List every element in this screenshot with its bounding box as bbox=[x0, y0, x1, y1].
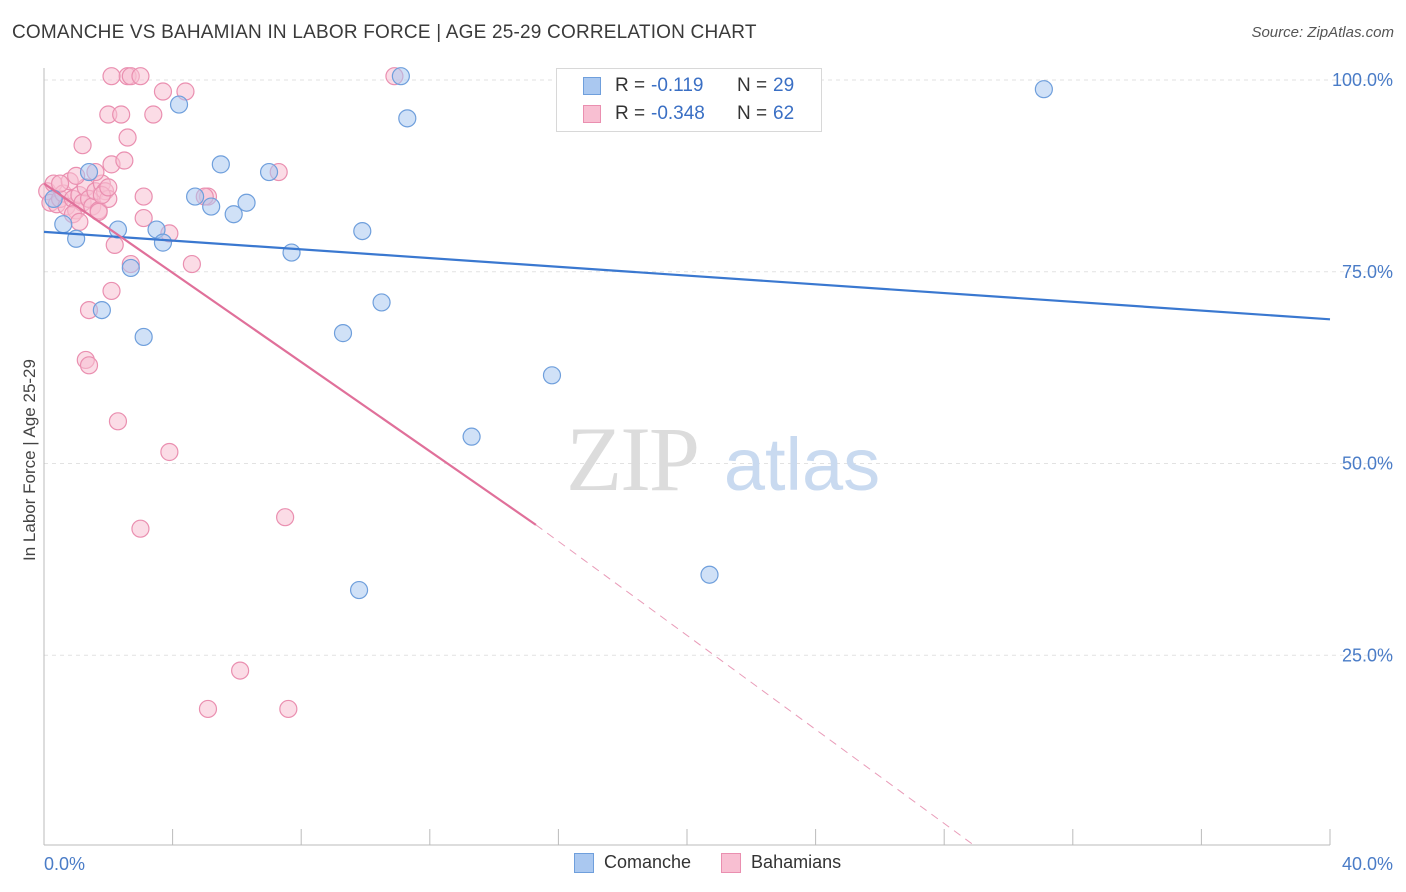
n-label: N = bbox=[737, 75, 768, 96]
legend-label-bahamians: Bahamians bbox=[751, 852, 842, 872]
comanche-legend-swatch bbox=[574, 852, 594, 873]
bahamian-trend-extension bbox=[535, 524, 977, 848]
x-tick-label: 40.0% bbox=[1342, 854, 1393, 874]
comanche-point bbox=[333, 324, 353, 343]
bahamian-point bbox=[160, 442, 179, 462]
bahamian-point bbox=[279, 699, 298, 719]
bahamian-point bbox=[115, 151, 134, 170]
bahamian-point bbox=[102, 67, 121, 86]
bahamian-point bbox=[50, 174, 70, 193]
comanche-point bbox=[259, 162, 279, 182]
legend-item-bahamians: Bahamians bbox=[721, 852, 841, 873]
y-tick-label: 75.0% bbox=[1342, 262, 1393, 282]
comanche-point bbox=[372, 293, 391, 312]
chart-title: COMANCHE VS BAHAMIAN IN LABOR FORCE | AG… bbox=[12, 22, 757, 43]
comanche-point bbox=[186, 187, 205, 206]
n-value: 62 bbox=[773, 103, 795, 124]
watermark: ZIP atlas bbox=[566, 408, 880, 510]
y-tick-label: 100.0% bbox=[1332, 70, 1393, 90]
comanche-point bbox=[391, 67, 410, 86]
tick-labels: 25.0% 50.0% 75.0% 100.0% 0.0% 40.0% bbox=[44, 70, 1393, 874]
bahamian-point bbox=[99, 178, 118, 197]
comanche-point bbox=[211, 155, 230, 174]
bahamian-legend-swatch bbox=[721, 852, 742, 873]
comanche-point bbox=[224, 205, 243, 224]
comanche-point bbox=[282, 243, 301, 262]
legend-row-comanche: R = -0.119 N = 29 bbox=[557, 73, 794, 99]
comanche-points bbox=[44, 67, 1053, 600]
comanche-point bbox=[134, 327, 153, 347]
comanche-swatch bbox=[583, 77, 601, 95]
source-credit: Source: ZipAtlas.com bbox=[1251, 24, 1394, 41]
r-value: -0.348 bbox=[651, 103, 705, 124]
comanche-point bbox=[1034, 80, 1053, 99]
bahamian-point bbox=[144, 105, 163, 124]
bahamian-point bbox=[118, 128, 137, 147]
axes bbox=[43, 68, 1331, 846]
bahamian-point bbox=[198, 699, 218, 719]
comanche-point bbox=[44, 189, 63, 208]
bahamian-point bbox=[112, 105, 131, 124]
y-tick-label: 50.0% bbox=[1342, 454, 1393, 474]
bahamian-point bbox=[134, 208, 153, 228]
comanche-point bbox=[121, 258, 140, 278]
bahamian-point bbox=[131, 519, 150, 538]
bahamian-point bbox=[153, 82, 173, 101]
bahamian-point bbox=[105, 235, 124, 255]
n-value: 29 bbox=[773, 75, 795, 96]
watermark-atlas: atlas bbox=[724, 423, 880, 506]
comanche-point bbox=[462, 427, 481, 446]
bahamian-point bbox=[182, 254, 201, 274]
watermark-zip: ZIP bbox=[566, 408, 698, 510]
bahamian-point bbox=[73, 136, 92, 155]
comanche-point bbox=[79, 162, 99, 182]
bahamian-point bbox=[79, 356, 99, 375]
comanche-point bbox=[349, 580, 369, 600]
comanche-point bbox=[54, 215, 73, 234]
legend-item-comanche: Comanche bbox=[574, 852, 691, 873]
trend-lines bbox=[43, 182, 1331, 848]
legend-row-bahamian: R = -0.348 N = 62 bbox=[557, 101, 794, 127]
bahamian-trend-line bbox=[43, 182, 537, 526]
bahamian-point bbox=[102, 281, 121, 301]
r-label: R = bbox=[615, 75, 646, 96]
r-label: R = bbox=[615, 103, 646, 124]
comanche-point bbox=[92, 301, 111, 320]
n-label: N = bbox=[737, 103, 768, 124]
bahamian-point bbox=[134, 187, 153, 206]
comanche-point bbox=[542, 366, 562, 385]
bahamian-point bbox=[108, 412, 128, 431]
comanche-point bbox=[153, 233, 173, 252]
y-tick-label: 25.0% bbox=[1342, 645, 1393, 665]
comanche-point bbox=[237, 193, 256, 212]
gridlines bbox=[44, 79, 1392, 656]
bahamian-points bbox=[38, 67, 404, 719]
bahamian-swatch bbox=[583, 105, 601, 123]
comanche-point bbox=[202, 197, 221, 216]
comanche-point bbox=[398, 109, 417, 128]
bahamian-point bbox=[276, 508, 295, 527]
legend-label-comanche: Comanche bbox=[604, 852, 692, 872]
correlation-legend: R = -0.119 N = 29 R = -0.348 N = 62 bbox=[556, 68, 822, 132]
comanche-point bbox=[353, 221, 372, 241]
bahamian-point bbox=[231, 661, 250, 680]
comanche-point bbox=[169, 95, 189, 114]
bahamian-point bbox=[131, 67, 150, 86]
comanche-point bbox=[700, 565, 719, 584]
bahamian-point bbox=[70, 212, 89, 231]
x-tick-label: 0.0% bbox=[44, 854, 85, 874]
series-legend: Comanche Bahamians bbox=[574, 852, 871, 873]
r-value: -0.119 bbox=[651, 75, 704, 96]
comanche-trend-line bbox=[43, 230, 1331, 321]
